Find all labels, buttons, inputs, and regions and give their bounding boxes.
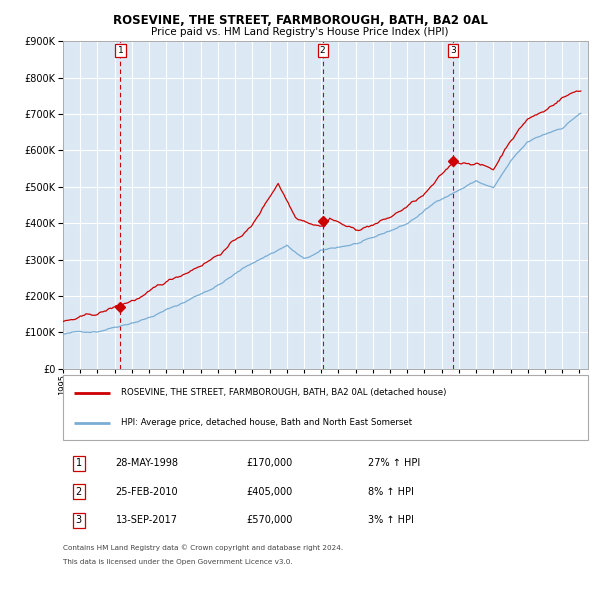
Text: £170,000: £170,000 <box>247 458 293 468</box>
Text: 2: 2 <box>320 46 325 55</box>
Text: 13-SEP-2017: 13-SEP-2017 <box>115 515 178 525</box>
Text: Contains HM Land Registry data © Crown copyright and database right 2024.: Contains HM Land Registry data © Crown c… <box>63 544 343 551</box>
Text: 8% ↑ HPI: 8% ↑ HPI <box>367 487 413 497</box>
Text: Price paid vs. HM Land Registry's House Price Index (HPI): Price paid vs. HM Land Registry's House … <box>151 28 449 37</box>
Text: 3: 3 <box>76 515 82 525</box>
FancyBboxPatch shape <box>63 375 588 440</box>
Text: 1: 1 <box>118 46 123 55</box>
Text: HPI: Average price, detached house, Bath and North East Somerset: HPI: Average price, detached house, Bath… <box>121 418 412 427</box>
Text: 28-MAY-1998: 28-MAY-1998 <box>115 458 179 468</box>
Text: 25-FEB-2010: 25-FEB-2010 <box>115 487 178 497</box>
Text: 2: 2 <box>76 487 82 497</box>
Text: 3% ↑ HPI: 3% ↑ HPI <box>367 515 413 525</box>
Text: £570,000: £570,000 <box>247 515 293 525</box>
Text: 3: 3 <box>450 46 456 55</box>
Text: ROSEVINE, THE STREET, FARMBOROUGH, BATH, BA2 0AL: ROSEVINE, THE STREET, FARMBOROUGH, BATH,… <box>113 14 487 27</box>
Text: £405,000: £405,000 <box>247 487 293 497</box>
Text: This data is licensed under the Open Government Licence v3.0.: This data is licensed under the Open Gov… <box>63 559 293 565</box>
Text: 27% ↑ HPI: 27% ↑ HPI <box>367 458 420 468</box>
Text: ROSEVINE, THE STREET, FARMBOROUGH, BATH, BA2 0AL (detached house): ROSEVINE, THE STREET, FARMBOROUGH, BATH,… <box>121 388 446 397</box>
Text: 1: 1 <box>76 458 82 468</box>
